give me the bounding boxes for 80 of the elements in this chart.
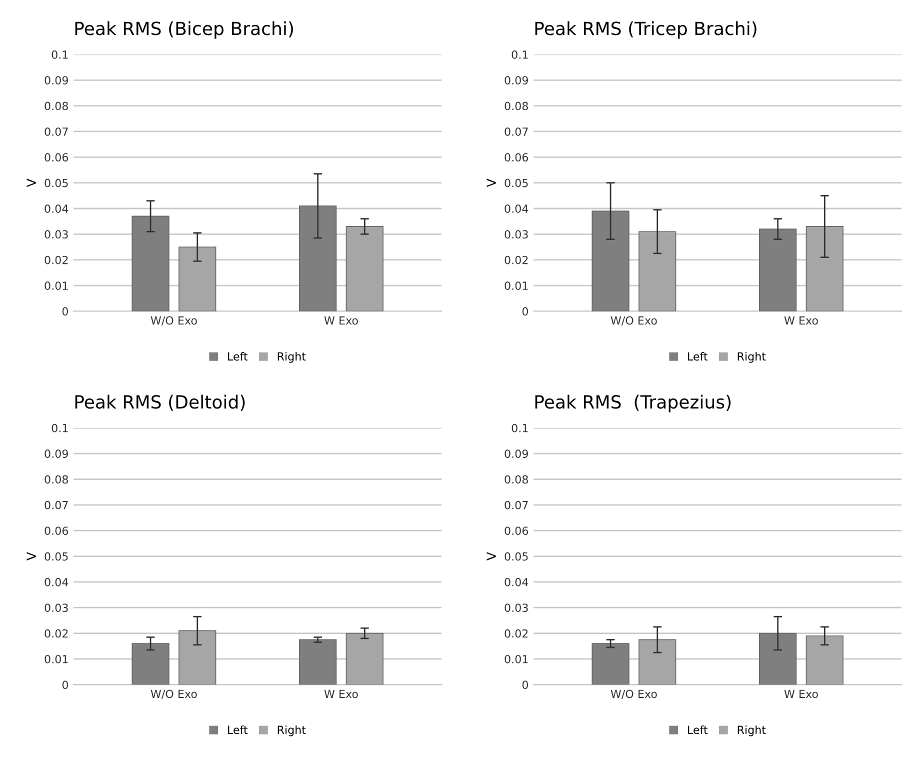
y-tick-label: 0.09 (504, 450, 528, 458)
bar (178, 246, 216, 312)
y-tick-label: 0.1 (52, 50, 68, 59)
x-tick-label: W/O Exo (150, 316, 197, 326)
y-tick-label: 0.02 (44, 256, 68, 264)
y-axis-title: V (486, 552, 496, 560)
y-tick-label: 0.09 (504, 76, 528, 85)
y-tick-label: 0.04 (44, 204, 68, 213)
y-tick-label: 0 (522, 307, 528, 316)
y-tick-label: 0.06 (44, 526, 68, 535)
y-tick-label: 0.1 (512, 424, 528, 432)
x-tick-label: W/O Exo (150, 690, 197, 699)
y-axis-title: V (26, 178, 36, 188)
y-tick-label: 0.08 (504, 475, 528, 484)
y-tick-label: 0.08 (44, 475, 68, 484)
legend-label: Left (228, 725, 248, 734)
y-tick-label: 0.05 (504, 552, 528, 561)
bar (806, 226, 844, 312)
bar (299, 206, 337, 312)
y-tick-label: 0.04 (44, 578, 68, 586)
y-tick-label: 0.01 (504, 282, 528, 290)
legend-label: Left (228, 352, 248, 361)
bar (346, 226, 384, 312)
legend-label: Right (738, 725, 766, 736)
y-tick-label: 0.06 (504, 153, 528, 162)
bar (132, 643, 170, 685)
legend-label: Left (688, 352, 708, 361)
bar (346, 632, 384, 685)
legend-label: Left (688, 725, 708, 734)
legend-label: Right (738, 352, 766, 363)
legend-label: Right (278, 352, 306, 363)
y-tick-label: 0.03 (44, 230, 68, 239)
x-tick-label: W Exo (324, 690, 358, 698)
y-tick-label: 0 (62, 307, 68, 316)
y-tick-label: 0.1 (512, 50, 528, 59)
y-tick-label: 0.06 (44, 153, 68, 162)
y-tick-label: 0.04 (504, 204, 528, 213)
y-tick-label: 0.03 (44, 604, 68, 612)
y-axis-title: V (26, 552, 36, 560)
y-tick-label: 0.02 (504, 629, 528, 638)
y-tick-label: 0.03 (504, 230, 528, 239)
y-tick-label: 0.08 (504, 102, 528, 110)
y-tick-label: 0.09 (44, 76, 68, 85)
y-tick-label: 0 (522, 680, 528, 690)
y-tick-label: 0.01 (44, 282, 68, 290)
y-tick-label: 0.06 (504, 526, 528, 535)
y-tick-label: 0.03 (504, 604, 528, 612)
y-tick-label: 0.02 (44, 629, 68, 638)
y-tick-label: 0.02 (504, 256, 528, 264)
y-tick-label: 0.08 (44, 102, 68, 110)
y-tick-label: 0.05 (44, 552, 68, 561)
y-tick-label: 0.01 (504, 654, 528, 664)
x-tick-label: W/O Exo (610, 316, 657, 326)
y-tick-label: 0.04 (504, 578, 528, 586)
chart-title: Peak RMS (Trapezius) (535, 394, 731, 412)
bar (592, 210, 630, 312)
x-tick-label: W Exo (784, 316, 818, 325)
y-tick-label: 0 (62, 680, 68, 690)
y-tick-label: 0.05 (44, 178, 68, 188)
y-tick-label: 0.05 (504, 178, 528, 188)
bar (132, 216, 170, 312)
x-tick-label: W Exo (784, 690, 818, 698)
chart-title: Peak RMS (Tricep Brachi) (535, 21, 756, 39)
y-tick-label: 0.07 (504, 500, 528, 510)
y-tick-label: 0.1 (52, 424, 68, 432)
chart-title: Peak RMS (Deltoid) (75, 394, 245, 411)
y-tick-label: 0.07 (504, 127, 528, 136)
bar (178, 630, 216, 685)
y-tick-label: 0.01 (44, 654, 68, 664)
y-tick-label: 0.07 (44, 500, 68, 510)
y-tick-label: 0.09 (44, 450, 68, 458)
x-tick-label: W Exo (324, 316, 358, 325)
bar (638, 231, 676, 312)
y-axis-title: V (486, 178, 496, 188)
chart-title: Peak RMS (Bicep Brachi) (75, 21, 293, 39)
x-tick-label: W/O Exo (610, 690, 657, 699)
y-tick-label: 0.07 (44, 127, 68, 136)
legend-label: Right (278, 725, 306, 736)
bar (759, 228, 797, 312)
bar (299, 639, 337, 685)
